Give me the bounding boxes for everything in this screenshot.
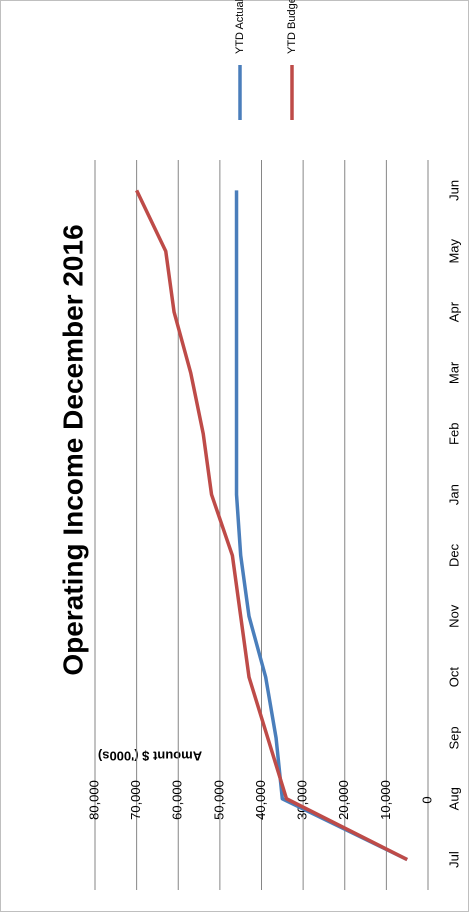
x-tick-label: Jul — [446, 851, 461, 868]
x-tick-label: Aug — [446, 787, 461, 810]
x-tick-label: May — [446, 238, 461, 263]
x-tick-label: Dec — [446, 543, 461, 567]
y-tick-label: 20,000 — [336, 780, 351, 820]
series-line — [234, 190, 408, 862]
x-tick-label: Mar — [446, 361, 461, 384]
x-tick-label: Oct — [446, 667, 461, 688]
chart-title: Operating Income December 2016 — [57, 224, 88, 675]
y-tick-label: 80,000 — [86, 780, 101, 820]
series-line — [135, 189, 408, 862]
x-tick-label: Sep — [446, 726, 461, 749]
x-tick-label: Feb — [446, 423, 461, 445]
y-tick-label: 30,000 — [295, 780, 310, 820]
y-tick-label: 0 — [419, 796, 434, 803]
x-tick-label: Jun — [446, 180, 461, 201]
x-tick-label: Apr — [446, 301, 461, 322]
y-tick-label: 60,000 — [170, 780, 185, 820]
y-axis-title: Amount $ ('000s) — [98, 749, 202, 764]
y-tick-label: 50,000 — [211, 780, 226, 820]
rotated-chart: Operating Income December 2016 0 10,000 20… — [57, 0, 461, 890]
x-tick-label: Nov — [446, 604, 461, 628]
legend-label: YTD Budget — [286, 0, 298, 54]
y-tick-label: 70,000 — [128, 780, 143, 820]
y-tick-label: 40,000 — [253, 780, 268, 820]
legend-label: YTD Actual — [234, 0, 246, 54]
y-tick-label: 10,000 — [378, 780, 393, 820]
x-tick-label: Jan — [446, 484, 461, 505]
